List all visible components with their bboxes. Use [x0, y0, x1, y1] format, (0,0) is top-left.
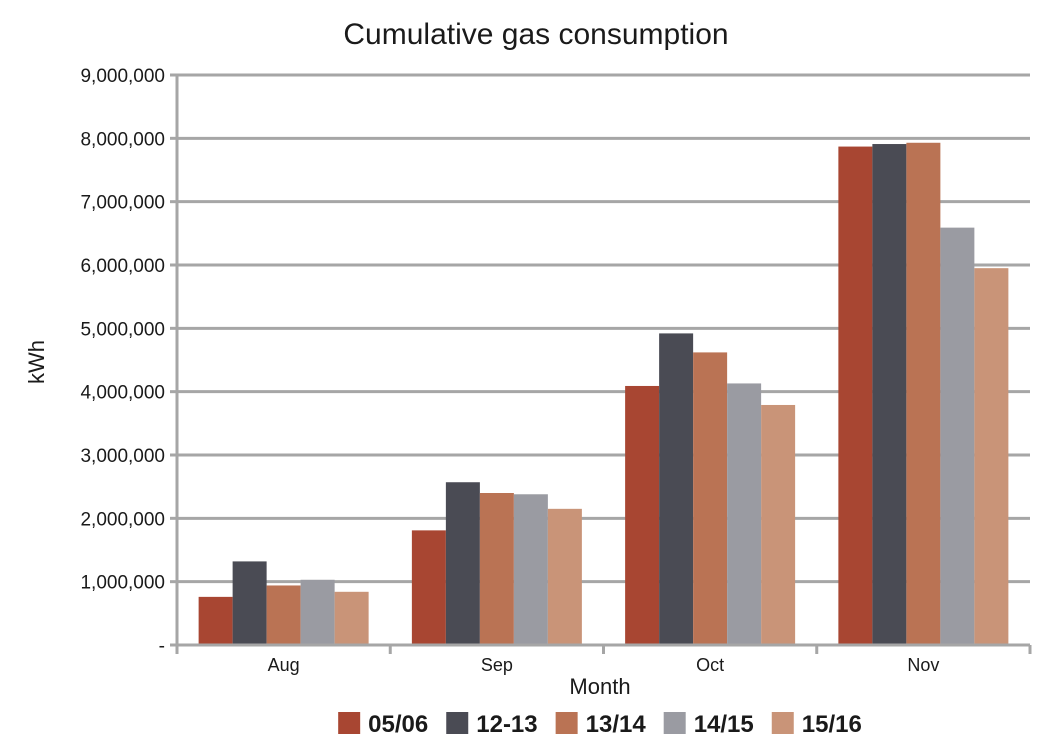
y-tick-label: 8,000,000 [80, 129, 165, 150]
x-axis-label: Month [569, 674, 630, 699]
bar [232, 561, 267, 645]
bar [513, 494, 548, 645]
y-axis-ticks: - 1,000,000 2,000,000 3,000,000 4,000,000 5,0… [80, 66, 177, 657]
legend: 05/06 12-13 13/14 14/15 15/16 [338, 711, 862, 738]
x-axis-ticks: Aug Sep Oct Nov [175, 645, 1032, 675]
bars [198, 142, 1009, 646]
y-tick-label: 4,000,000 [80, 383, 165, 404]
legend-swatch [338, 712, 361, 734]
y-tick-label: 7,000,000 [80, 193, 165, 214]
legend-item: 13/14 [555, 711, 647, 738]
legend-label: 12-13 [476, 711, 537, 738]
x-tick-label: Aug [268, 655, 300, 675]
chart-title: Cumulative gas consumption [343, 18, 728, 51]
legend-swatch [771, 712, 794, 734]
legend-label: 14/15 [694, 711, 754, 738]
bar [334, 591, 369, 645]
y-tick-label: 3,000,000 [80, 446, 165, 467]
bar [974, 268, 1009, 645]
legend-item: 12-13 [446, 711, 538, 738]
bar [479, 493, 514, 645]
y-tick-label: 6,000,000 [80, 256, 165, 277]
bar [940, 227, 975, 645]
bar [547, 508, 582, 645]
axes [170, 75, 1030, 647]
legend-swatch [555, 712, 578, 734]
bar [727, 383, 762, 645]
legend-label: 15/16 [802, 711, 862, 738]
bar [445, 482, 480, 645]
y-axis-label: kWh [24, 340, 49, 384]
bar [693, 352, 728, 645]
x-tick-label: Sep [481, 655, 513, 675]
bar [659, 333, 694, 645]
y-tick-label: 9,000,000 [80, 66, 165, 87]
x-tick-label: Oct [696, 655, 724, 675]
y-tick-label: 2,000,000 [80, 509, 165, 530]
bar [198, 596, 233, 645]
x-tick-label: Nov [907, 655, 939, 675]
bar [625, 385, 660, 645]
bar [761, 404, 796, 645]
bar [266, 585, 301, 645]
legend-swatch [446, 712, 469, 734]
legend-item: 14/15 [663, 711, 754, 738]
gridlines [177, 73, 1030, 584]
bar [300, 579, 335, 645]
legend-label: 05/06 [368, 711, 428, 738]
legend-swatch [663, 712, 686, 734]
y-tick-label: - [159, 636, 165, 657]
bar [411, 530, 446, 645]
legend-label: 13/14 [586, 711, 647, 738]
legend-item: 15/16 [771, 711, 862, 738]
bar [838, 146, 873, 646]
legend-item: 05/06 [338, 711, 428, 738]
y-tick-label: 1,000,000 [80, 573, 165, 594]
bar [906, 142, 941, 645]
bar [872, 144, 907, 646]
y-tick-label: 5,000,000 [80, 319, 165, 340]
